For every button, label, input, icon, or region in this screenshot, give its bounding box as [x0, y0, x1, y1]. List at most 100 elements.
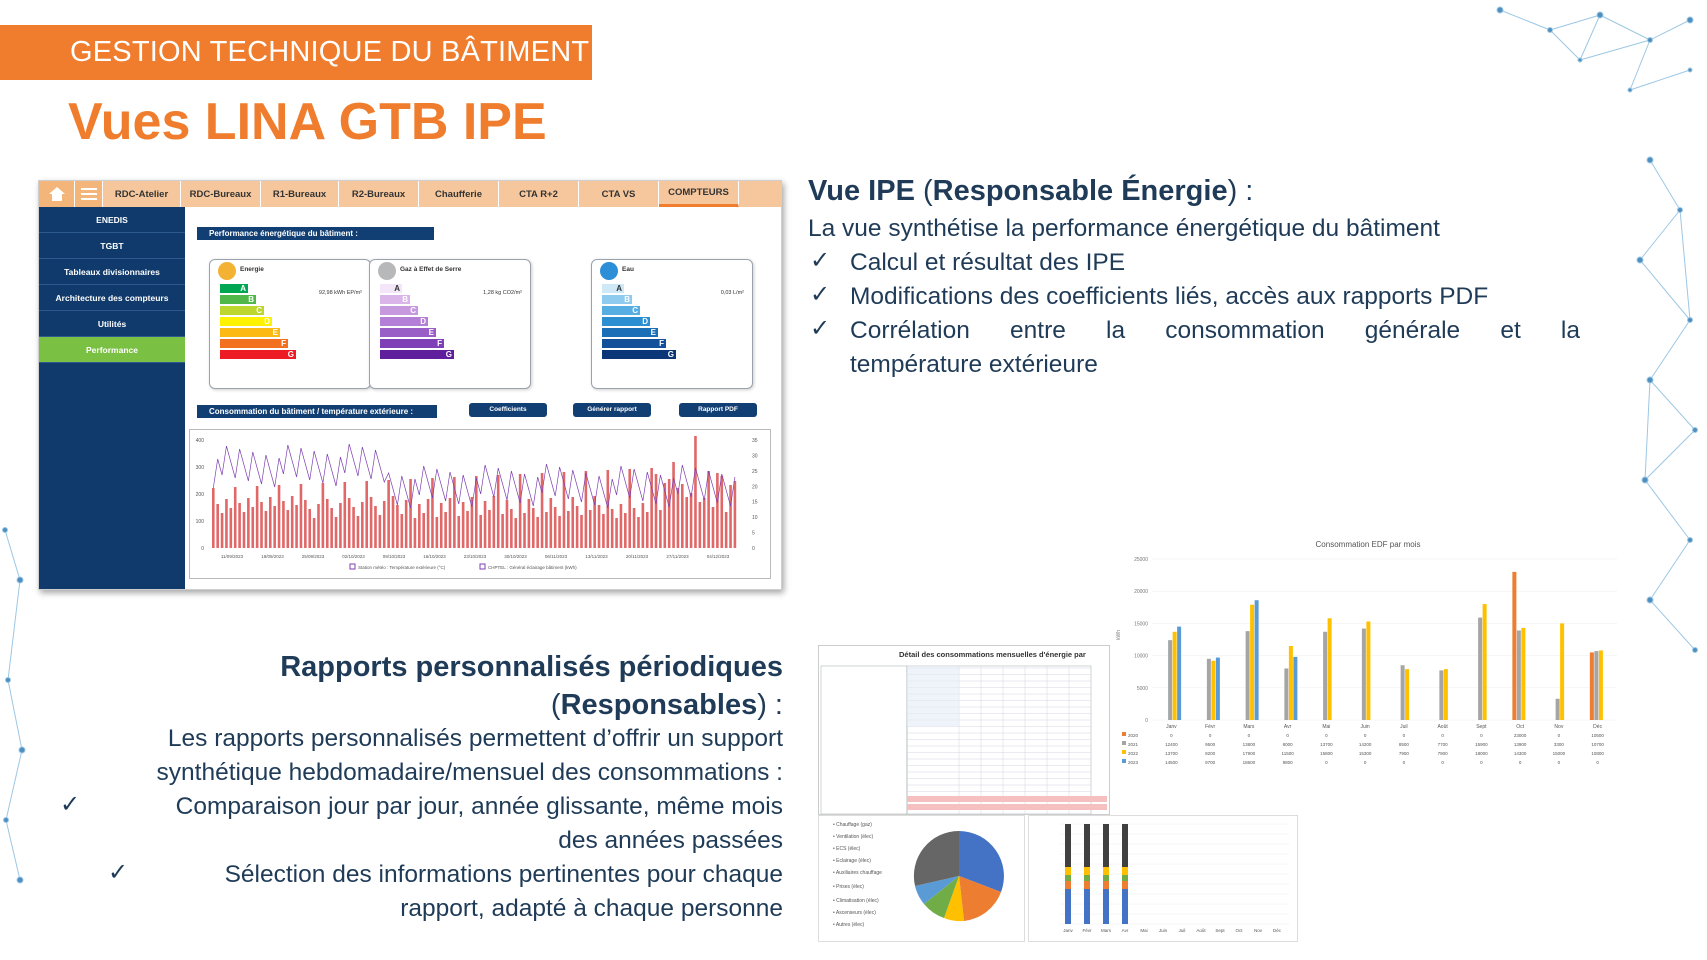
consumption-bar [575, 506, 579, 548]
x-tick-label: 11/09/2023 [221, 554, 244, 559]
tab-rdc-atelier[interactable]: RDC-Atelier [103, 181, 181, 207]
table-cell: 7900 [1438, 751, 1449, 756]
coefficients-button[interactable]: Coefficients [469, 403, 547, 417]
sidebar-item-performance[interactable]: Performance [39, 337, 185, 363]
x-tick-label: Mai [1140, 928, 1147, 933]
table-cell: 0 [1480, 760, 1483, 765]
pie-chart-svg: • Chauffage (gaz) • Ventilation (élec) • E… [833, 822, 1004, 928]
stacked-chart-report: Janv Févr Mars Avr Mai Juin Juil Août Sept Oct Nov… [1028, 815, 1298, 942]
consumption-bar [308, 509, 312, 548]
consumption-header: Consommation du bâtiment / température e… [197, 405, 437, 418]
table-cell: 0 [1403, 760, 1406, 765]
card-title: Eau [622, 266, 634, 273]
reports-intro-1: Les rapports personnalisés permettent d’… [167, 725, 783, 752]
edf-chart-title: Consommation EDF par mois [1316, 540, 1421, 549]
consumption-bar [286, 510, 290, 548]
bar-2021 [1206, 658, 1211, 720]
tab-r1-bureaux[interactable]: R1-Bureaux [261, 181, 339, 207]
consumption-bar [361, 502, 364, 548]
legend-checkbox[interactable] [479, 563, 486, 570]
ipe-card-eau: Eau 0,03 L/m² A B C D E F G [591, 259, 753, 389]
menu-icon[interactable] [75, 181, 103, 207]
consumption-bar [282, 501, 285, 548]
tab-cta-vs[interactable]: CTA VS [579, 181, 659, 207]
consumption-bar [628, 469, 632, 548]
sidebar-item-tableaux[interactable]: Tableaux divisionnaires [39, 259, 185, 285]
y-tick-label: 0 [1145, 718, 1148, 724]
tab-rdc-bureaux[interactable]: RDC-Bureaux [181, 181, 261, 207]
bar-2021 [1284, 668, 1289, 720]
card-value: 92,98 kWh EP/m² [318, 290, 362, 296]
consumption-bar [580, 515, 583, 548]
consumption-bar [523, 513, 526, 548]
consumption-bar [610, 509, 614, 548]
bar-2020 [1512, 571, 1517, 720]
top-navigation: RDC-Atelier RDC-Bureaux R1-Bureaux R2-Bu… [39, 181, 781, 207]
svg-text:• Chauffage (gaz): • Chauffage (gaz) [833, 822, 872, 828]
reports-bullet-2: Sélection des informations pertinentes p… [224, 861, 783, 888]
y-tick-label: 0 [201, 546, 204, 552]
pdf-report-button[interactable]: Rapport PDF [679, 403, 757, 417]
tab-cta-r2[interactable]: CTA R+2 [499, 181, 579, 207]
consumption-bar [540, 473, 544, 548]
generate-report-button[interactable]: Générer rapport [573, 403, 651, 417]
consumption-bar [347, 498, 351, 548]
consumption-bar [711, 507, 715, 548]
y2-tick-label: 30 [752, 453, 758, 459]
consumption-bar [650, 468, 653, 548]
consumption-bar [571, 497, 575, 548]
sidebar-item-enedis[interactable]: ENEDIS [39, 207, 185, 233]
x-tick-label: 30/10/2023 [504, 554, 527, 559]
table-cell: 0 [1364, 760, 1367, 765]
ipe-card-ges: Gaz à Effet de Serre 1,28 kg CO2/m² A B … [369, 259, 531, 389]
edf-monthly-chart: Consommation EDF par mois 25000 20000 1500… [1112, 535, 1624, 785]
consumption-bar [562, 472, 566, 548]
reports-intro-2: synthétique hebdomadaire/mensuel des con… [156, 759, 783, 786]
consumption-bar [496, 475, 500, 548]
consumption-bar [400, 514, 404, 548]
consumption-bar [391, 496, 395, 548]
table-cell: 12400 [1165, 742, 1178, 747]
tab-compteurs[interactable]: COMPTEURS [659, 181, 739, 207]
consumption-bar [545, 512, 548, 548]
consumption-bar [334, 517, 338, 548]
x-tick-label: 13/11/2023 [585, 554, 608, 559]
consumption-bar [431, 478, 434, 548]
ipe-bullet-1: Calcul et résultat des IPE [850, 249, 1126, 276]
consumption-bar [295, 505, 298, 548]
table-cell: 14200 [1359, 742, 1372, 747]
sidebar-item-architecture[interactable]: Architecture des compteurs [39, 285, 185, 311]
section-banner: GESTION TECHNIQUE DU BÂTIMENT [0, 25, 592, 80]
consumption-bar [659, 510, 662, 548]
gtb-screenshot: RDC-Atelier RDC-Bureaux R1-Bureaux R2-Bu… [38, 180, 782, 590]
x-tick-label: 27/11/2023 [666, 554, 689, 559]
sidebar-item-tgbt[interactable]: TGBT [39, 233, 185, 259]
tab-r2-bureaux[interactable]: R2-Bureaux [339, 181, 419, 207]
x-tick-label: Déc [1273, 928, 1282, 933]
x-tick-label: Avr [1284, 724, 1292, 730]
consumption-bar [277, 485, 281, 548]
consumption-bar [251, 507, 255, 548]
consumption-bar [676, 488, 680, 548]
consumption-bar [597, 505, 601, 548]
bar-2021 [1323, 631, 1328, 720]
consumption-bar [549, 498, 553, 548]
y-tick-label: 25000 [1134, 557, 1148, 563]
tab-chaufferie[interactable]: Chaufferie [419, 181, 499, 207]
check-icon: ✓ [810, 315, 831, 342]
consumption-bar [488, 510, 491, 548]
consumption-bar [518, 474, 522, 548]
y-tick-label: 400 [196, 438, 205, 444]
bar-2022 [1288, 645, 1293, 720]
consumption-bar [637, 517, 640, 548]
consumption-bar [729, 485, 732, 548]
consumption-bar [505, 500, 509, 548]
sidebar-item-utilites[interactable]: Utilités [39, 311, 185, 337]
x-tick-label: 09/10/2023 [383, 554, 406, 559]
x-tick-label: Janv [1166, 724, 1177, 730]
consumption-bar [435, 517, 439, 548]
home-icon[interactable] [39, 181, 75, 207]
card-title: Energie [240, 266, 264, 273]
y2-tick-label: 10 [752, 515, 758, 521]
legend-checkbox[interactable] [349, 563, 356, 570]
